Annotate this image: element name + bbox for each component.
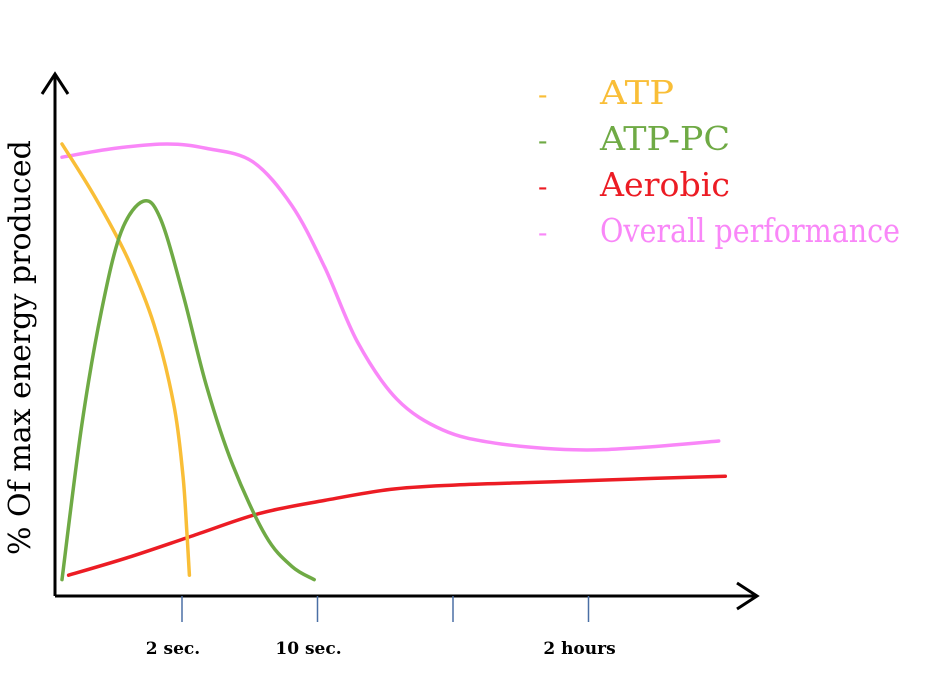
axes	[40, 71, 760, 611]
legend-marker: -	[538, 170, 547, 203]
legend-marker: -	[538, 78, 547, 111]
series-lines	[60, 142, 728, 582]
legend-marker: -	[538, 124, 547, 157]
legend: - ATP - ATP-PC - Aerobic - Overall performance	[538, 73, 900, 250]
series-line-atp-pc	[60, 198, 316, 582]
series-line-atp	[60, 142, 192, 577]
x-tick-label: 10 sec.	[275, 639, 341, 659]
legend-label: ATP-PC	[599, 119, 730, 158]
legend-label: Overall performance	[600, 211, 900, 250]
x-tick-label: 2 sec.	[146, 639, 200, 659]
y-axis-arrowhead	[40, 71, 70, 95]
y-axis-label: % Of max energy produced	[3, 140, 38, 555]
x-axis-arrowhead	[736, 581, 760, 611]
x-tick-label: 2 hours	[543, 639, 615, 659]
legend-marker: -	[538, 216, 547, 249]
x-ticks: 2 sec. 10 sec. 2 hours	[146, 596, 616, 659]
legend-label: Aerobic	[599, 165, 730, 204]
series-line-overall-performance	[60, 142, 721, 452]
legend-label: ATP	[599, 73, 674, 112]
series-line-aerobic	[66, 474, 728, 577]
